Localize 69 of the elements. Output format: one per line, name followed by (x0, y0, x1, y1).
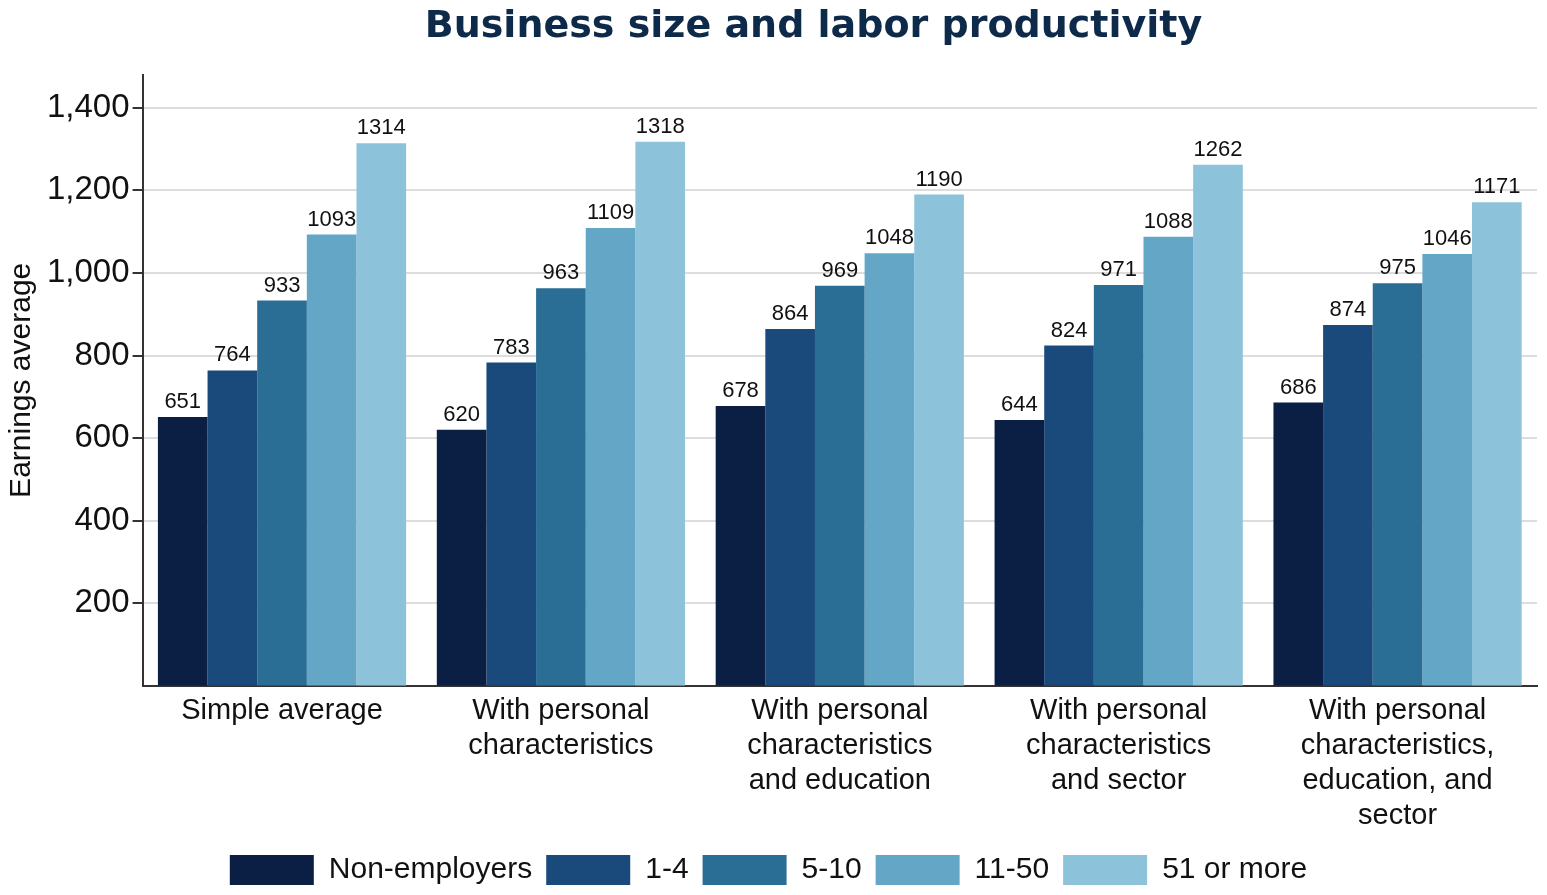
bar (864, 253, 915, 686)
data-label: 1190 (915, 165, 963, 191)
data-label: 651 (164, 388, 202, 414)
data-label: 620 (443, 400, 480, 426)
data-label: 686 (1279, 373, 1317, 399)
x-tick-label: With personal characteristics and education (747, 693, 933, 795)
x-tick-label: Simple average (181, 693, 383, 726)
y-tick-label: 1,000 (46, 252, 130, 290)
chart-title: Business size and labor productivity (423, 2, 1204, 48)
data-label: 963 (542, 259, 580, 285)
legend-label: Non-employers (328, 851, 533, 885)
bar (765, 329, 815, 686)
data-label: 933 (263, 271, 301, 297)
bar (635, 141, 686, 686)
bar (1044, 345, 1094, 686)
data-label: 864 (771, 300, 809, 326)
bar (1323, 324, 1373, 686)
data-label: 783 (492, 333, 530, 359)
bar (1093, 284, 1144, 686)
bar (356, 143, 407, 686)
data-label: 1093 (307, 205, 357, 231)
y-tick-label: 800 (74, 334, 130, 372)
y-tick-label: 600 (74, 417, 130, 455)
data-label: 1046 (1422, 225, 1472, 251)
legend-label: 11-50 (974, 851, 1050, 885)
data-label: 975 (1379, 254, 1416, 280)
bar (536, 288, 586, 686)
legend-label: 51 or more (1162, 851, 1308, 885)
bar (1143, 236, 1194, 686)
bar (157, 417, 208, 686)
data-label: 678 (722, 376, 759, 402)
data-label: 824 (1050, 316, 1088, 342)
bar (436, 429, 487, 686)
data-label: 1171 (1473, 173, 1521, 199)
bar (207, 370, 258, 686)
data-label: 1262 (1193, 135, 1243, 161)
bar (994, 419, 1045, 686)
data-label: 644 (1001, 390, 1038, 416)
bar (1273, 402, 1324, 686)
x-tick-label: With personal characteristics and sector (1026, 693, 1212, 795)
bar (715, 405, 766, 686)
data-label: 1109 (586, 199, 635, 225)
bar (1193, 164, 1243, 686)
y-axis-title: Earnings average (3, 262, 37, 498)
data-label: 764 (214, 341, 251, 367)
y-tick-label: 1,200 (46, 169, 130, 207)
bar (1372, 283, 1423, 686)
bar (1422, 253, 1473, 686)
legend-label: 5-10 (801, 851, 862, 885)
data-label: 969 (821, 256, 859, 282)
data-label: 874 (1329, 296, 1367, 322)
x-tick-label: With personal characteristics, education, and sector (1300, 693, 1495, 830)
data-label: 1318 (635, 112, 685, 138)
bar (914, 194, 964, 686)
bar (585, 227, 636, 686)
bar (814, 285, 865, 686)
bar (257, 300, 307, 686)
bar (1472, 202, 1522, 686)
data-label: 1048 (864, 224, 914, 250)
legend-label: 1-4 (645, 851, 689, 885)
y-tick-label: 400 (74, 499, 130, 537)
data-label: 971 (1100, 256, 1138, 281)
data-label: 1314 (356, 114, 406, 140)
data-label: 1088 (1143, 207, 1193, 233)
x-tick-label: With personal characteristics (468, 693, 654, 760)
bar (306, 234, 357, 686)
y-tick-label: 1,400 (46, 86, 130, 124)
bar (486, 362, 537, 686)
y-tick-label: 200 (74, 582, 130, 620)
